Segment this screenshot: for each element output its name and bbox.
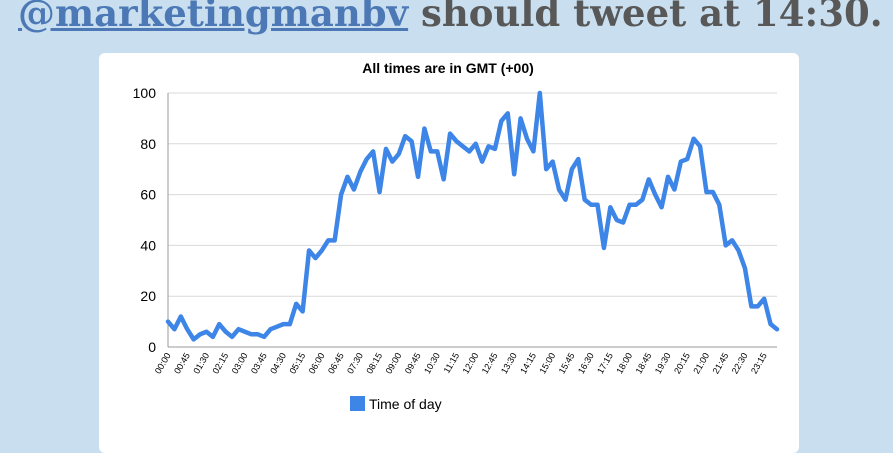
x-tick-label: 13:30 [499, 351, 519, 376]
x-tick-label: 21:45 [711, 351, 731, 376]
x-tick-label: 23:15 [749, 351, 769, 376]
x-tick-label: 17:15 [595, 351, 615, 376]
chart-card [99, 53, 799, 453]
x-tick-label: 08:15 [364, 351, 384, 376]
x-tick-label: 14:15 [518, 351, 538, 376]
x-tick-label: 21:00 [691, 351, 711, 376]
x-tick-label: 09:00 [384, 351, 404, 376]
page: {"header": {"handle": "@marketingmanbv",… [18, 0, 883, 453]
legend-swatch [350, 396, 365, 411]
chart-title: All times are in GMT (+00) [362, 60, 534, 76]
y-tick-label: 20 [140, 288, 156, 304]
x-tick-label: 02:15 [211, 351, 231, 376]
x-tick-label: 12:45 [480, 351, 500, 376]
x-tick-label: 03:00 [230, 351, 250, 376]
x-tick-label: 16:30 [576, 351, 596, 376]
header: @marketingmanbv should tweet at 14:30. [18, 0, 883, 35]
legend-label: Time of day [369, 396, 442, 412]
handle-link[interactable]: @marketingmanbv [18, 0, 409, 35]
y-tick-label: 80 [140, 136, 156, 152]
x-tick-label: 20:15 [672, 351, 692, 376]
y-tick-label: 100 [133, 85, 157, 101]
x-tick-label: 19:30 [653, 351, 673, 376]
y-tick-label: 40 [140, 237, 156, 253]
x-tick-label: 09:45 [403, 351, 423, 376]
x-tick-label: 12:00 [461, 351, 481, 376]
x-tick-label: 18:45 [634, 351, 654, 376]
x-tick-label: 06:00 [307, 351, 327, 376]
x-tick-label: 10:30 [422, 351, 442, 376]
data-line [165, 90, 780, 342]
x-tick-label: 11:15 [442, 351, 462, 375]
header-text: should tweet at 14:30. [421, 0, 883, 35]
y-tick-label: 0 [148, 339, 156, 355]
x-tick-label: 15:00 [537, 351, 557, 376]
y-tick-label: 60 [140, 187, 156, 203]
x-tick-label: 00:45 [172, 351, 192, 376]
chart: All times are in GMT (+00) 0 20 40 60 80 100 0… [133, 60, 780, 412]
x-tick-label: 05:15 [287, 351, 307, 376]
x-tick-label: 01:30 [191, 351, 211, 376]
x-tick-label: 06:45 [326, 351, 346, 376]
x-tick-label: 18:00 [614, 351, 634, 376]
x-tick-label: 03:45 [249, 351, 269, 376]
x-tick-label: 15:45 [557, 351, 577, 376]
x-tick-label: 04:30 [268, 351, 288, 376]
x-tick-label: 22:30 [730, 351, 750, 376]
x-tick-label: 07:30 [345, 351, 365, 376]
